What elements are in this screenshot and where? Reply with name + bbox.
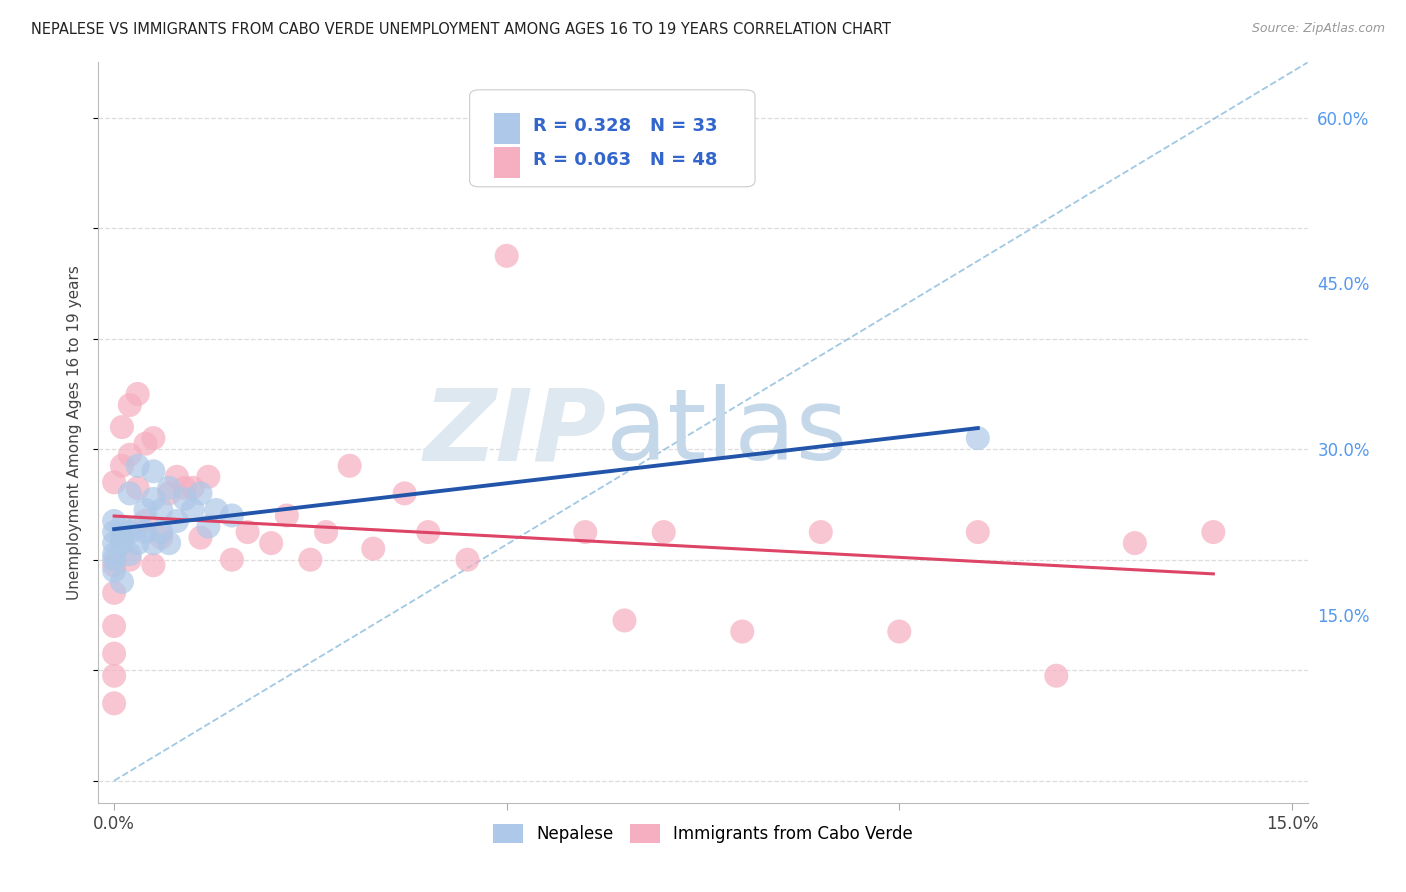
- Point: [142, 431, 165, 445]
- Point: [111, 420, 134, 434]
- Point: [418, 524, 440, 539]
- Point: [118, 486, 141, 500]
- Y-axis label: Unemployment Among Ages 16 to 19 years: Unemployment Among Ages 16 to 19 years: [67, 265, 83, 600]
- Point: [103, 586, 125, 600]
- Point: [111, 531, 134, 545]
- Point: [142, 464, 165, 478]
- Point: [103, 514, 125, 528]
- Point: [103, 558, 125, 573]
- Point: [166, 514, 188, 528]
- Point: [361, 541, 384, 556]
- Point: [111, 531, 134, 545]
- Point: [1123, 536, 1146, 550]
- Bar: [494, 146, 520, 178]
- Point: [103, 697, 125, 711]
- Point: [966, 431, 988, 445]
- Point: [142, 558, 165, 573]
- Point: [118, 448, 141, 462]
- Point: [103, 619, 125, 633]
- Point: [118, 524, 141, 539]
- Point: [111, 574, 134, 589]
- Point: [111, 458, 134, 473]
- Point: [166, 470, 188, 484]
- Text: ZIP: ZIP: [423, 384, 606, 481]
- Point: [118, 398, 141, 412]
- Point: [181, 503, 204, 517]
- Point: [118, 547, 141, 561]
- Text: R = 0.328   N = 33: R = 0.328 N = 33: [533, 118, 717, 136]
- Point: [652, 524, 675, 539]
- Point: [197, 519, 219, 533]
- Point: [181, 481, 204, 495]
- Point: [127, 536, 149, 550]
- Point: [103, 669, 125, 683]
- Point: [142, 491, 165, 506]
- Point: [173, 481, 195, 495]
- Point: [157, 486, 180, 500]
- Legend: Nepalese, Immigrants from Cabo Verde: Nepalese, Immigrants from Cabo Verde: [486, 817, 920, 850]
- Point: [394, 486, 416, 500]
- Point: [157, 536, 180, 550]
- Point: [205, 503, 228, 517]
- Bar: [494, 112, 520, 144]
- Point: [135, 524, 157, 539]
- Point: [103, 524, 125, 539]
- Point: [574, 524, 596, 539]
- Point: [236, 524, 259, 539]
- Point: [150, 531, 173, 545]
- Point: [142, 536, 165, 550]
- Point: [1202, 524, 1225, 539]
- Point: [221, 508, 243, 523]
- Text: Source: ZipAtlas.com: Source: ZipAtlas.com: [1251, 22, 1385, 36]
- Point: [103, 564, 125, 578]
- Point: [118, 552, 141, 566]
- FancyBboxPatch shape: [470, 90, 755, 186]
- Point: [127, 481, 149, 495]
- Point: [103, 552, 125, 566]
- Text: R = 0.063   N = 48: R = 0.063 N = 48: [533, 152, 717, 169]
- Point: [103, 536, 125, 550]
- Point: [150, 524, 173, 539]
- Point: [731, 624, 754, 639]
- Point: [810, 524, 832, 539]
- Point: [966, 524, 988, 539]
- Point: [103, 647, 125, 661]
- Point: [127, 519, 149, 533]
- Point: [339, 458, 361, 473]
- Point: [315, 524, 337, 539]
- Point: [1045, 669, 1067, 683]
- Point: [260, 536, 283, 550]
- Point: [127, 387, 149, 401]
- Point: [135, 503, 157, 517]
- Point: [495, 249, 517, 263]
- Text: atlas: atlas: [606, 384, 848, 481]
- Point: [157, 481, 180, 495]
- Text: NEPALESE VS IMMIGRANTS FROM CABO VERDE UNEMPLOYMENT AMONG AGES 16 TO 19 YEARS CO: NEPALESE VS IMMIGRANTS FROM CABO VERDE U…: [31, 22, 891, 37]
- Point: [150, 503, 173, 517]
- Point: [111, 536, 134, 550]
- Point: [135, 514, 157, 528]
- Point: [197, 470, 219, 484]
- Point: [276, 508, 298, 523]
- Point: [190, 486, 212, 500]
- Point: [173, 491, 195, 506]
- Point: [127, 458, 149, 473]
- Point: [889, 624, 911, 639]
- Point: [456, 552, 478, 566]
- Point: [299, 552, 322, 566]
- Point: [111, 519, 134, 533]
- Point: [103, 475, 125, 490]
- Point: [103, 547, 125, 561]
- Point: [613, 614, 636, 628]
- Point: [221, 552, 243, 566]
- Point: [190, 531, 212, 545]
- Point: [135, 436, 157, 450]
